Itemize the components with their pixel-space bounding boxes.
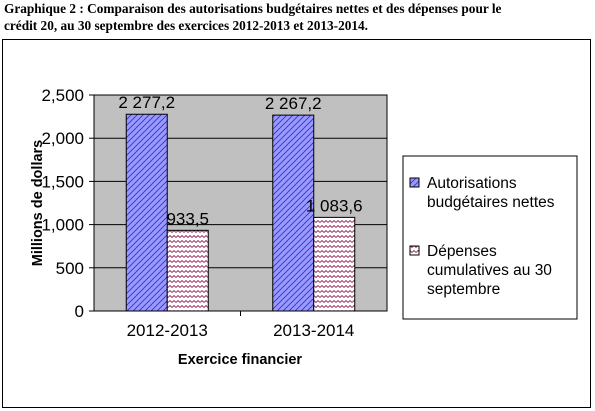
x-tick-label: 2013-2014: [273, 321, 354, 340]
bar-series-1: [272, 114, 315, 312]
legend: Autorisations budgétaires nettes Dépenses c…: [409, 175, 555, 298]
data-label: 2 267,2: [265, 94, 322, 113]
y-tick-label: 1,500: [41, 172, 84, 191]
legend-label: Autorisations: [427, 175, 517, 192]
data-label: 933,5: [166, 209, 209, 228]
y-tick-label: 2,500: [41, 86, 84, 105]
bars: [125, 113, 356, 312]
legend-swatch-2: [409, 245, 420, 256]
y-tick-label: 0: [75, 302, 84, 321]
data-label: 1 083,6: [306, 196, 363, 215]
x-tick-label: 2012-2013: [127, 321, 208, 340]
y-tick-labels: 0 500 1,000 1,500 2,000 2,500: [41, 86, 84, 321]
caption-line-1: Graphique 2 : Comparaison des autorisati…: [4, 1, 502, 16]
legend-label: cumulatives au 30: [427, 262, 552, 279]
y-tick-label: 500: [56, 259, 84, 278]
legend-swatch-1: [409, 177, 420, 188]
y-axis-label: Millions de dollars: [30, 140, 46, 267]
data-labels: 2 277,2 933,5 2 267,2 1 083,6: [118, 93, 362, 228]
axes: [89, 94, 388, 316]
legend-box: [402, 155, 578, 320]
chart-caption: Graphique 2 : Comparaison des autorisati…: [4, 0, 592, 34]
bar-series-1: [125, 113, 168, 312]
data-label: 2 277,2: [118, 93, 175, 112]
bar-series-2: [166, 229, 209, 312]
x-tick-labels: 2012-2013 2013-2014: [127, 321, 355, 340]
x-axis-label: Exercice financier: [178, 352, 302, 368]
y-tick-label: 2,000: [41, 129, 84, 148]
y-tick-label: 1,000: [41, 216, 84, 235]
legend-label: septembre: [427, 281, 500, 298]
caption-line-2: crédit 20, au 30 septembre des exercices…: [4, 18, 368, 33]
legend-label: budgétaires nettes: [427, 194, 555, 211]
bar-series-2: [313, 216, 356, 312]
legend-label: Dépenses: [427, 243, 497, 260]
